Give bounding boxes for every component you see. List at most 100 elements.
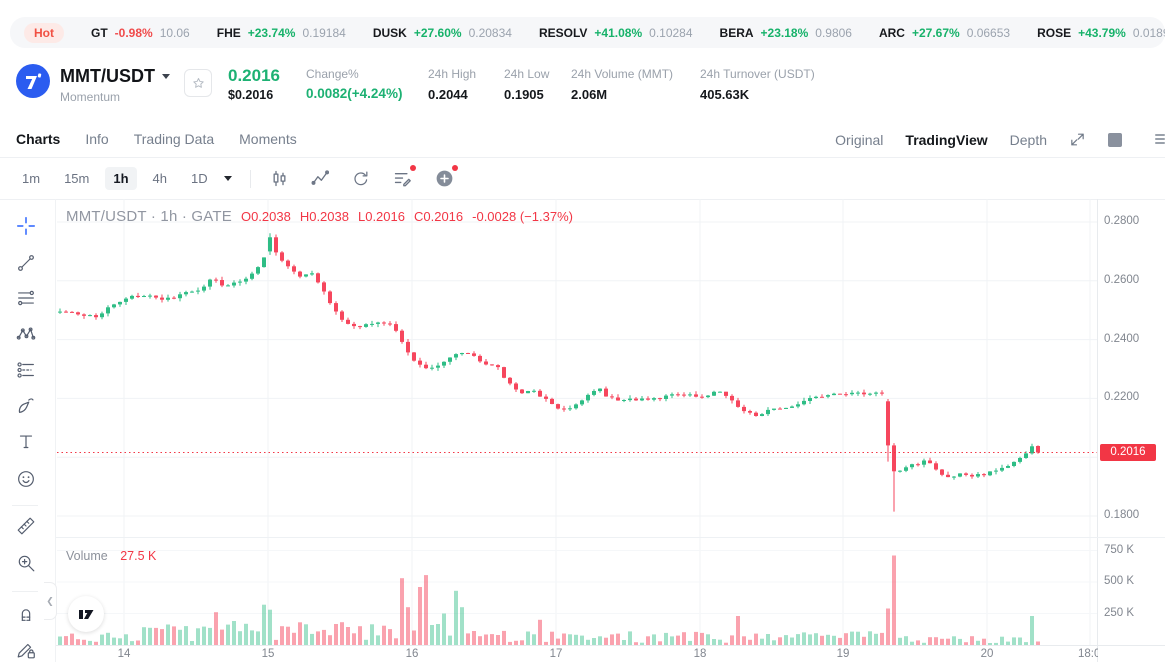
ticker-item[interactable]: ARC +27.67% 0.06653: [879, 26, 1010, 40]
refresh-icon[interactable]: [351, 169, 371, 189]
position-tool[interactable]: [14, 358, 38, 382]
ticker-change: +43.79%: [1078, 25, 1126, 40]
favorite-button[interactable]: [184, 69, 212, 97]
axis-settings-icon[interactable]: [1106, 648, 1165, 660]
last-price-usd: $0.2016: [228, 88, 274, 102]
ticker-change: +27.67%: [911, 25, 960, 40]
timeframe-1h[interactable]: 1h: [105, 167, 137, 190]
ticker-price: 0.01898: [1132, 25, 1165, 40]
ticker-symbol: BERA: [719, 25, 754, 40]
panel-layout-icon[interactable]: [1108, 132, 1122, 147]
volume-value: 2.06M: [571, 87, 608, 102]
axis-tick-label: 0.2400: [1104, 332, 1140, 345]
fullscreen-icon[interactable]: [1069, 131, 1086, 148]
time-axis-divider: [56, 645, 1165, 646]
ticker-price: 0.10284: [649, 25, 693, 40]
ohlc-change: -0.0028 (−1.37%): [472, 209, 573, 224]
time-tick-label: 14: [117, 648, 131, 660]
chart-mode-depth[interactable]: Depth: [1009, 131, 1047, 148]
notification-dot: [451, 165, 458, 171]
ticker-symbol: DUSK: [372, 25, 407, 40]
order-log-icon[interactable]: [392, 165, 416, 189]
time-tick-label: 15: [261, 648, 275, 660]
volume-legend-label: Volume: [66, 549, 108, 563]
ticker-item[interactable]: FHE +23.74% 0.19184: [217, 26, 346, 40]
ticker-change: -0.98%: [114, 25, 153, 40]
tabs-row: Charts Info Trading Data Moments Origina…: [0, 125, 1165, 158]
time-tick-label: 18:00: [1078, 648, 1098, 660]
hot-badge: Hot: [24, 22, 64, 43]
ruler-tool[interactable]: [14, 514, 38, 538]
ticker-price: 10.06: [159, 25, 190, 40]
axis-tick-label: 0.2200: [1104, 391, 1140, 404]
price-axis-divider: [1097, 199, 1098, 662]
xabcd-pattern-tool[interactable]: [14, 322, 38, 346]
chart-legend: MMT/USDT · 1h · GATE O0.2038 H0.2038 L0.…: [66, 208, 573, 225]
turnover-value: 405.63K: [700, 87, 750, 102]
volume-legend-value: 27.5 K: [120, 549, 157, 563]
axis-tick-label: 0.2600: [1104, 273, 1140, 286]
change-label: Change%: [306, 67, 359, 81]
ohlc-open: O0.2038: [240, 209, 291, 224]
toolbar-collapse-handle[interactable]: ❮: [44, 582, 57, 620]
ticker-item[interactable]: ROSE +43.79% 0.01898: [1037, 26, 1165, 40]
timeframe-1d[interactable]: 1D: [191, 171, 208, 186]
low-label: 24h Low: [504, 67, 550, 81]
menu-hamburger-icon[interactable]: [1155, 132, 1165, 146]
brush-tool[interactable]: [14, 394, 38, 418]
timeframe-1m[interactable]: 1m: [22, 171, 41, 186]
timeframe-4h[interactable]: 4h: [152, 171, 167, 186]
low-value: 0.1905: [504, 87, 544, 102]
tradingview-logo[interactable]: [68, 596, 104, 632]
ticker-item[interactable]: GT -0.98% 10.06: [91, 26, 190, 40]
ohlc-high: H0.2038: [299, 209, 349, 224]
fib-retracement-tool[interactable]: [14, 286, 38, 310]
tab-info[interactable]: Info: [85, 131, 109, 147]
notification-dot: [409, 165, 416, 171]
time-tick-label: 19: [836, 648, 850, 660]
turnover-label: 24h Turnover (USDT): [700, 67, 815, 81]
ticker-price: 0.9806: [815, 25, 852, 40]
axis-tick-label: 0.2800: [1104, 215, 1140, 227]
axis-tick-label: 250 K: [1104, 606, 1135, 619]
chart-toolbar: 1m 15m 1h 4h 1D: [0, 158, 1165, 200]
tab-trading-data[interactable]: Trading Data: [133, 131, 215, 147]
high-value: 0.2044: [428, 87, 468, 102]
chart-symbol-text: MMT/USDT · 1h · GATE: [66, 208, 232, 225]
ticker-change: +23.18%: [760, 25, 809, 40]
last-price-axis-badge: 0.2016: [1100, 443, 1156, 461]
emoji-tool[interactable]: [14, 467, 38, 491]
coin-logo: [16, 64, 50, 98]
ticker-item[interactable]: RESOLV +41.08% 0.10284: [539, 26, 693, 40]
pane-divider[interactable]: [56, 537, 1165, 538]
add-indicator-icon[interactable]: [434, 165, 458, 189]
ticker-item[interactable]: BERA +23.18% 0.9806: [720, 26, 852, 40]
indicators-icon[interactable]: [310, 168, 331, 189]
left-toolbar-divider: [55, 199, 56, 662]
pair-name: MMT/USDT: [60, 66, 155, 86]
pair-selector[interactable]: MMT/USDT: [60, 66, 170, 87]
pair-fullname: Momentum: [60, 90, 121, 104]
tab-moments[interactable]: Moments: [239, 131, 297, 147]
magnet-tool[interactable]: [14, 601, 38, 625]
candle-style-icon[interactable]: [269, 168, 290, 189]
timeframe-dropdown-icon[interactable]: [223, 176, 232, 181]
volume-legend: Volume 27.5 K: [66, 549, 156, 563]
ticker-item[interactable]: DUSK +27.60% 0.20834: [373, 26, 512, 40]
ticker-change: +41.08%: [594, 25, 643, 40]
ticker-symbol: FHE: [216, 25, 241, 40]
volume-label: 24h Volume (MMT): [571, 67, 674, 81]
chart-mode-original[interactable]: Original: [835, 131, 884, 148]
zoom-in-tool[interactable]: [14, 551, 38, 575]
lock-drawings-tool[interactable]: [14, 638, 38, 662]
axis-tick-label: 750 K: [1104, 543, 1135, 556]
tab-charts[interactable]: Charts: [16, 131, 61, 147]
crosshair-tool[interactable]: [14, 214, 38, 238]
star-icon: [192, 77, 204, 88]
chart-mode-tradingview[interactable]: TradingView: [905, 131, 988, 148]
text-tool[interactable]: [14, 430, 38, 454]
trend-line-tool[interactable]: [14, 251, 38, 275]
timeframe-15m[interactable]: 15m: [64, 171, 90, 186]
